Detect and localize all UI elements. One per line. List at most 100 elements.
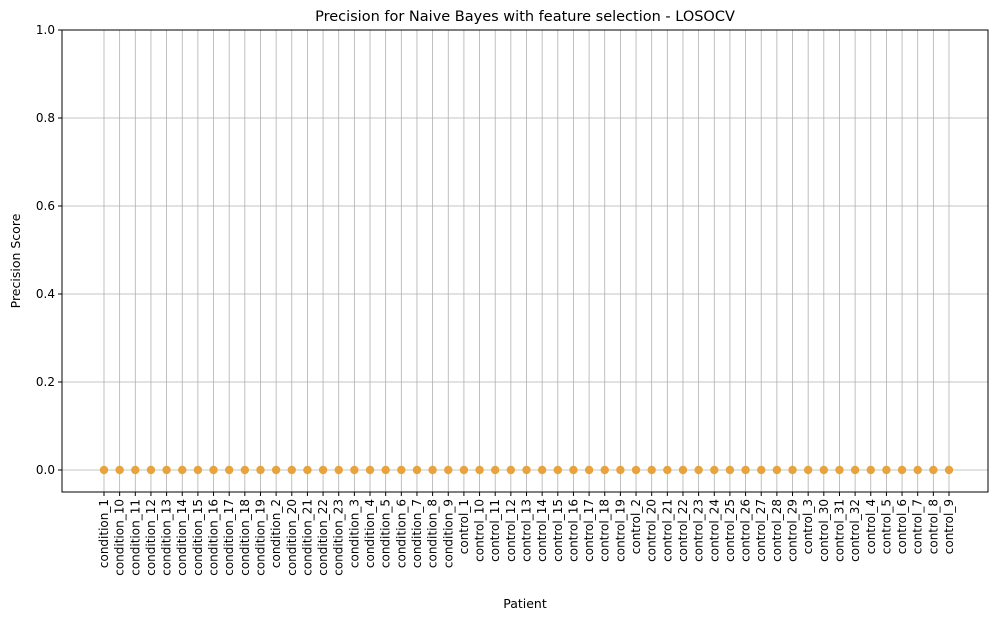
x-tick-label: control_29	[786, 499, 800, 562]
x-tick-label: control_5	[879, 499, 893, 554]
x-tick-label: condition_14	[175, 499, 189, 576]
y-tick-label: 0.2	[36, 375, 55, 389]
x-axis-label: Patient	[503, 596, 547, 611]
data-point	[178, 465, 187, 475]
x-tick-label: control_3	[801, 499, 815, 554]
x-tick-label: control_24	[707, 499, 721, 562]
x-tick-label: condition_22	[316, 499, 330, 576]
data-point	[553, 465, 562, 475]
data-point	[444, 465, 453, 475]
x-tick-label: control_1	[457, 499, 471, 554]
x-tick-label: control_4	[864, 499, 878, 554]
x-tick-label: condition_11	[128, 499, 142, 576]
x-tick-label: control_16	[566, 499, 580, 562]
data-point	[663, 465, 672, 475]
data-point	[209, 465, 218, 475]
data-point	[772, 465, 782, 475]
x-tick-label: condition_9	[441, 499, 455, 568]
data-point	[318, 465, 328, 475]
data-point	[537, 465, 547, 475]
data-point	[224, 465, 234, 475]
data-point	[710, 465, 719, 475]
data-point	[131, 465, 140, 475]
data-point	[162, 465, 171, 475]
data-point	[475, 465, 484, 475]
y-tick-label: 0.8	[36, 111, 55, 125]
data-point	[866, 465, 875, 475]
grid-lines	[62, 29, 988, 492]
x-tick-label: control_26	[739, 499, 753, 562]
data-point	[850, 465, 860, 475]
x-tick-label: condition_23	[332, 499, 346, 576]
data-point	[631, 465, 641, 475]
y-tick-label: 0.6	[36, 199, 55, 213]
x-tick-label: control_23	[692, 499, 706, 562]
data-point	[522, 465, 531, 475]
x-tick-label: condition_20	[285, 499, 299, 576]
x-tick-label: condition_2	[269, 499, 283, 568]
data-point	[897, 465, 907, 475]
x-tick-label: condition_5	[379, 499, 393, 568]
data-point	[803, 465, 813, 475]
x-tick-label: control_18	[598, 499, 612, 562]
chart-title: Precision for Naive Bayes with feature s…	[315, 9, 735, 25]
data-point	[694, 465, 703, 475]
x-tick-label: condition_12	[144, 499, 158, 576]
data-point	[929, 465, 938, 475]
data-point	[788, 465, 797, 475]
x-tick-label: condition_17	[222, 499, 236, 576]
x-tick-label: condition_19	[253, 499, 267, 576]
data-point	[350, 465, 359, 475]
x-tick-label: control_15	[551, 499, 565, 562]
data-point	[741, 465, 750, 475]
x-tick-label: control_12	[504, 499, 518, 562]
data-point	[256, 465, 265, 475]
data-point	[146, 465, 156, 475]
x-tick-label: control_25	[723, 499, 737, 562]
x-tick-label: control_31	[832, 499, 846, 562]
data-point	[193, 465, 203, 475]
y-axis: 0.0 0.2 0.4 0.6 0.8 1.0	[36, 23, 62, 477]
x-tick-label: condition_15	[191, 499, 205, 576]
x-tick-label: control_11	[488, 499, 502, 562]
data-point	[303, 465, 312, 475]
data-point	[334, 465, 343, 475]
x-tick-label: control_13	[520, 499, 534, 562]
data-point	[428, 465, 437, 475]
x-tick-label: control_30	[817, 499, 831, 562]
x-tick-label: condition_10	[113, 499, 127, 576]
plot-area-frame	[61, 29, 989, 493]
data-point	[397, 465, 406, 475]
x-axis: condition_1 condition_10 condition_11 condi…	[97, 492, 956, 576]
data-point	[944, 465, 954, 475]
x-tick-label: control_21	[660, 499, 674, 562]
data-point	[913, 465, 922, 475]
x-tick-label: control_19	[613, 499, 627, 562]
data-point	[459, 465, 469, 475]
data-point	[584, 465, 594, 475]
x-tick-label: control_32	[848, 499, 862, 562]
x-tick-label: control_9	[942, 499, 956, 554]
y-axis-label: Precision Score	[8, 213, 23, 308]
x-tick-label: condition_18	[238, 499, 252, 576]
y-tick-label: 0.4	[36, 287, 55, 301]
x-tick-label: control_20	[645, 499, 659, 562]
data-point	[725, 465, 735, 475]
data-point	[882, 465, 891, 475]
x-tick-label: control_7	[911, 499, 925, 554]
data-point	[569, 465, 578, 475]
data-point	[757, 465, 766, 475]
x-tick-label: condition_1	[97, 499, 111, 568]
data-point	[99, 465, 109, 475]
x-tick-label: condition_7	[410, 499, 424, 568]
data-point	[287, 465, 296, 475]
data-point	[491, 465, 500, 475]
data-point	[365, 465, 375, 475]
data-point	[678, 465, 688, 475]
y-tick-label: 1.0	[36, 23, 55, 37]
x-tick-label: control_27	[754, 499, 768, 562]
data-point	[506, 465, 516, 475]
y-tick-label: 0.0	[36, 463, 55, 477]
x-tick-label: condition_3	[347, 499, 361, 568]
